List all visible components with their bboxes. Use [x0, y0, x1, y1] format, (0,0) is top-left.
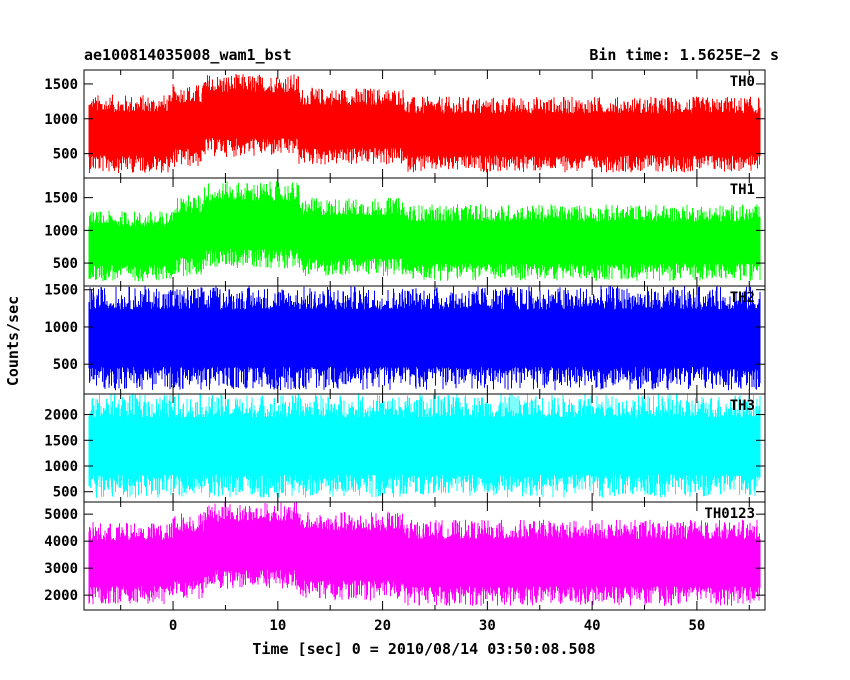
y-tick-label: 5000: [44, 507, 78, 523]
chart-title: ae100814035008_wam1_bst: [84, 46, 292, 64]
x-tick-label: 40: [584, 618, 601, 634]
chart-subtitle: Bin time: 1.5625E−2 s: [589, 46, 779, 64]
y-tick-label: 1500: [44, 191, 78, 207]
x-tick-label: 0: [169, 618, 177, 634]
y-tick-label: 1500: [44, 77, 78, 93]
x-axis-title: Time [sec] 0 = 2010/08/14 03:50:08.508: [252, 640, 595, 658]
y-tick-label: 1000: [44, 223, 78, 239]
y-tick-label: 3000: [44, 561, 78, 577]
y-tick-label: 1000: [44, 320, 78, 336]
y-tick-label: 1500: [44, 283, 78, 299]
panel-th0: 500 1000 1500 TH0: [44, 69, 766, 179]
series-th0123-line: [88, 502, 761, 606]
y-tick-label: 1000: [44, 459, 78, 475]
y-tick-label: 500: [53, 357, 78, 373]
panel-label: TH0: [730, 74, 755, 90]
panel-label: TH1: [730, 182, 755, 198]
panel-th1: 500 1000 1500 TH1: [44, 177, 766, 287]
series-th1-line: [88, 181, 761, 282]
series-th3-line: [88, 394, 761, 498]
y-tick-label: 1500: [44, 433, 78, 449]
y-tick-label: 2000: [44, 588, 78, 604]
x-tick-label: 30: [479, 618, 496, 634]
panel-label: TH3: [730, 398, 755, 414]
y-tick-label: 500: [53, 256, 78, 272]
y-tick-label: 2000: [44, 408, 78, 424]
panel-th3: 500 1000 1500 2000 TH3: [44, 393, 766, 503]
panel-frame: [83, 501, 766, 611]
panel-label: TH2: [730, 290, 755, 306]
x-tick-label: 20: [374, 618, 391, 634]
panel-label: TH0123: [704, 506, 755, 522]
y-tick-label: 1000: [44, 112, 78, 128]
series-th2-line: [88, 286, 761, 391]
x-tick-label: 10: [269, 618, 286, 634]
y-tick-label: 500: [53, 147, 78, 163]
y-tick-label: 500: [53, 485, 78, 501]
series-th0-line: [88, 73, 761, 173]
panel-th2: 500 1000 1500 TH2: [44, 283, 766, 395]
panel-th0123: 2000 3000 4000 5000 TH0123: [44, 501, 766, 611]
x-tick-label: 50: [688, 618, 705, 634]
y-axis-title: Counts/sec: [4, 296, 22, 386]
y-tick-label: 4000: [44, 534, 78, 550]
